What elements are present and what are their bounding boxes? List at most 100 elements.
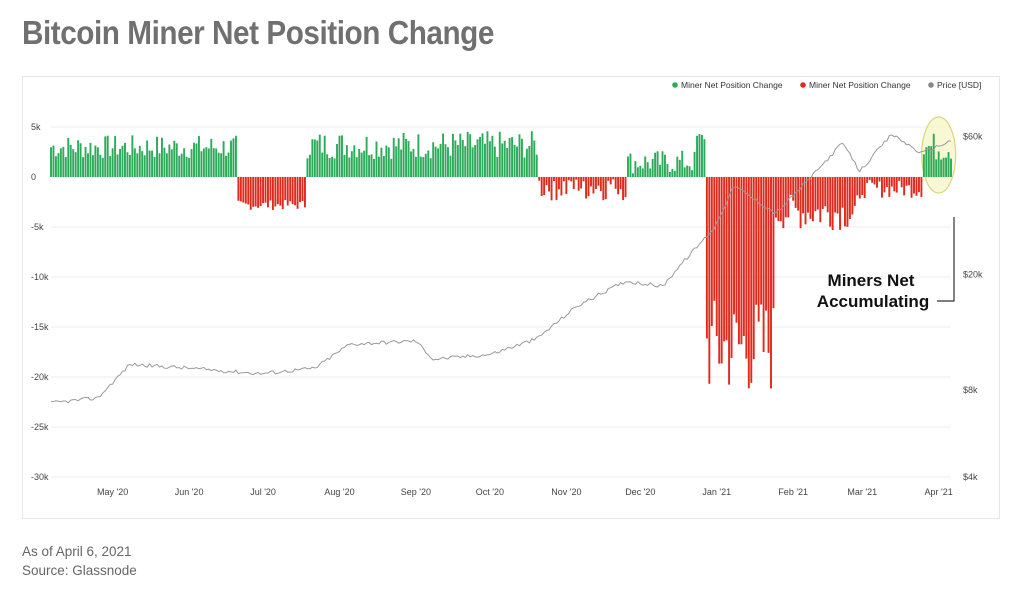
bar (698, 134, 701, 177)
bar (814, 177, 817, 212)
bar (131, 135, 134, 177)
bar (762, 177, 765, 353)
bar (195, 143, 198, 177)
bar (555, 177, 558, 200)
bar (341, 135, 343, 177)
bar (370, 154, 373, 177)
bar (784, 177, 787, 218)
bar (289, 177, 292, 202)
bar (774, 177, 777, 218)
bar (427, 150, 430, 177)
bar (239, 177, 242, 202)
bar (617, 177, 620, 195)
bar (592, 177, 595, 194)
bar (841, 177, 844, 208)
bar (550, 177, 553, 201)
bar (247, 177, 250, 205)
legend-label[interactable]: Miner Net Position Change (681, 80, 783, 90)
bar (609, 177, 612, 185)
bar (673, 170, 676, 177)
bar (829, 177, 832, 227)
bar (382, 155, 385, 177)
bar (286, 177, 289, 206)
bar (197, 136, 200, 177)
bar (375, 141, 378, 177)
bars-group (50, 131, 952, 389)
bar (469, 134, 472, 177)
bar (856, 177, 859, 196)
bar (264, 177, 267, 203)
bar (333, 158, 336, 177)
bar (353, 145, 356, 177)
bar (89, 142, 92, 177)
x-tick-label: Jul '20 (250, 487, 276, 497)
bar (900, 177, 903, 188)
bar (234, 135, 237, 177)
bar (572, 177, 575, 190)
bar (121, 145, 124, 177)
bar (488, 141, 491, 177)
bar (619, 177, 622, 190)
bar (267, 177, 269, 208)
bar (400, 149, 403, 177)
bar (622, 177, 625, 201)
bar (893, 177, 896, 192)
bar (230, 140, 232, 177)
chart-panel: 5k 0 -5k -10k -15k -20k -25k -30k $4k $8k $20k $60… (22, 76, 1000, 519)
bar (779, 177, 782, 222)
bar (590, 177, 592, 187)
bar (99, 154, 102, 177)
bar (903, 177, 906, 196)
bar (686, 165, 689, 177)
bar (67, 137, 70, 177)
bar (513, 144, 516, 177)
bar (387, 147, 390, 177)
y-left-tick-label: -20k (31, 372, 49, 382)
legend-label[interactable]: Price [USD] (937, 80, 981, 90)
bar (355, 157, 358, 177)
bar (138, 145, 141, 177)
bar (232, 138, 235, 177)
bar (313, 139, 316, 177)
bar (804, 177, 807, 225)
bar (797, 177, 800, 211)
bar (449, 155, 452, 177)
bar (126, 152, 129, 177)
y-left-tick-label: -15k (31, 322, 49, 332)
bar (565, 177, 568, 195)
bar (750, 177, 753, 383)
bar (947, 152, 950, 177)
bar (274, 177, 277, 207)
bar (523, 157, 526, 177)
legend-label[interactable]: Miner Net Position Change (809, 80, 911, 90)
bar (821, 177, 824, 209)
bar (412, 148, 415, 177)
bar (868, 177, 871, 181)
bar (649, 168, 652, 177)
bar (94, 145, 97, 177)
bar (604, 177, 607, 200)
bar (414, 156, 417, 177)
legend[interactable]: Miner Net Position Change Miner Net Posit… (672, 80, 981, 90)
bar (377, 156, 380, 177)
x-tick-label: Oct '20 (476, 487, 504, 497)
bar (834, 177, 837, 213)
bar (881, 177, 883, 198)
bar (942, 157, 945, 177)
bar (770, 177, 772, 389)
bar (328, 157, 331, 177)
bar (528, 145, 531, 177)
bar (486, 131, 489, 177)
bar (479, 136, 481, 177)
bar (262, 177, 265, 204)
bar (200, 151, 203, 177)
bar (708, 177, 711, 384)
bar (444, 144, 447, 177)
bar (819, 177, 822, 223)
bar (304, 177, 306, 208)
bar (594, 177, 597, 189)
bar (627, 156, 629, 177)
bar (602, 177, 605, 201)
bar (802, 177, 805, 214)
bar (760, 177, 763, 305)
